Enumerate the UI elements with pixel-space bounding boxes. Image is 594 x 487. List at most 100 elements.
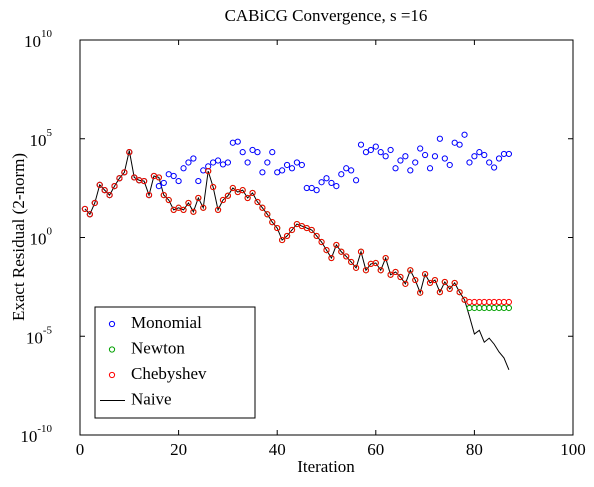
marker	[338, 248, 345, 255]
marker	[431, 276, 439, 284]
marker	[461, 131, 468, 138]
marker	[254, 149, 261, 156]
marker	[269, 219, 276, 226]
marker	[357, 141, 365, 148]
marker	[234, 138, 241, 145]
marker	[382, 254, 389, 262]
marker	[116, 175, 123, 182]
marker	[170, 206, 177, 213]
marker	[96, 181, 103, 189]
y-tick-label: 10-5	[26, 324, 53, 347]
marker	[422, 151, 429, 159]
marker	[397, 157, 404, 164]
marker	[229, 184, 236, 192]
x-tick-label: 20	[170, 440, 187, 459]
marker	[175, 177, 182, 185]
marker	[160, 179, 167, 187]
marker	[412, 159, 419, 166]
y-tick-label: 10-10	[20, 423, 52, 446]
marker	[170, 172, 177, 180]
marker	[249, 146, 256, 154]
marker	[392, 268, 399, 276]
marker	[362, 267, 370, 274]
marker	[343, 253, 350, 260]
chart-title: CABiCG Convergence, s =16	[225, 6, 428, 25]
marker	[352, 177, 360, 184]
marker	[121, 169, 128, 176]
marker	[441, 155, 448, 162]
marker	[140, 177, 148, 185]
marker	[185, 199, 192, 207]
marker	[264, 211, 271, 218]
y-tick-base: 10	[26, 328, 43, 347]
marker	[155, 183, 162, 190]
marker	[254, 198, 261, 206]
marker	[180, 165, 187, 172]
marker	[352, 264, 360, 271]
marker	[155, 174, 162, 181]
marker	[283, 232, 291, 240]
marker	[486, 159, 493, 166]
marker	[348, 258, 355, 266]
marker	[491, 164, 498, 171]
marker	[279, 236, 286, 244]
marker	[323, 247, 330, 254]
x-axis-label: Iteration	[297, 457, 355, 476]
legend-box	[94, 306, 256, 419]
marker	[318, 238, 325, 246]
marker	[323, 175, 330, 182]
legend-label: Monomial	[131, 313, 202, 332]
marker	[288, 165, 296, 172]
marker	[239, 149, 246, 156]
y-tick-exponent: -10	[37, 423, 52, 435]
marker	[417, 289, 424, 296]
marker	[328, 254, 335, 262]
y-axis-label: Exact Residual (2-norm)	[9, 153, 28, 321]
y-tick-base: 10	[30, 229, 47, 248]
marker	[298, 161, 305, 169]
marker	[180, 206, 187, 213]
marker	[436, 135, 443, 142]
marker	[214, 206, 222, 213]
marker	[505, 304, 513, 312]
marker	[466, 159, 473, 166]
marker	[279, 167, 286, 174]
y-tick-exponent: 5	[47, 126, 53, 138]
marker	[190, 208, 197, 215]
marker	[318, 179, 325, 186]
y-tick-label: 100	[30, 225, 53, 248]
marker	[308, 184, 315, 192]
marker	[348, 167, 355, 174]
y-tick-base: 10	[20, 427, 37, 446]
marker	[362, 149, 370, 156]
x-tick-label: 0	[76, 440, 85, 459]
marker	[313, 232, 320, 240]
marker	[293, 159, 301, 166]
x-tick-label: 60	[367, 440, 384, 459]
marker	[392, 165, 399, 172]
marker	[195, 177, 202, 185]
marker	[126, 149, 133, 156]
marker	[308, 226, 315, 234]
legend-label: Naive	[131, 389, 172, 408]
marker	[377, 267, 384, 274]
marker	[407, 267, 414, 274]
marker	[244, 159, 251, 166]
legend-label: Newton	[131, 338, 185, 357]
marker	[185, 159, 192, 166]
marker	[269, 149, 276, 156]
marker	[481, 151, 488, 159]
marker	[101, 187, 108, 194]
marker	[495, 155, 503, 162]
marker	[244, 194, 251, 202]
marker	[446, 161, 453, 169]
marker	[431, 153, 439, 160]
marker	[249, 189, 256, 197]
marker	[165, 196, 172, 204]
marker	[505, 150, 513, 158]
legend-swatch	[108, 371, 116, 379]
marker	[407, 167, 414, 174]
marker	[264, 159, 271, 166]
marker	[372, 259, 379, 267]
marker	[387, 271, 394, 278]
